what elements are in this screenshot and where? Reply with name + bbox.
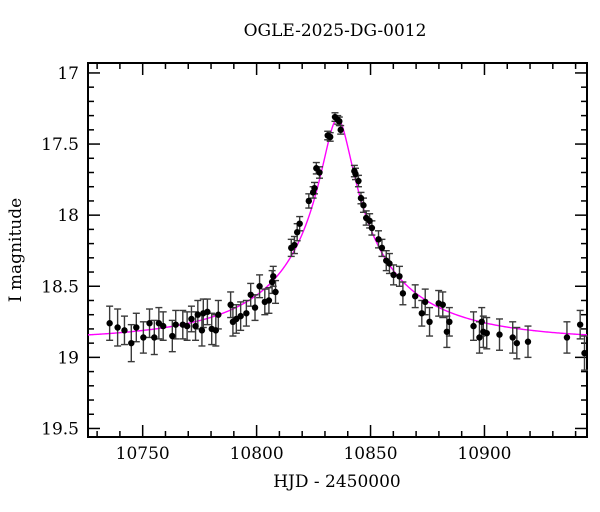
data-point xyxy=(509,334,516,341)
data-point xyxy=(316,169,323,176)
data-point xyxy=(151,334,158,341)
data-point xyxy=(446,318,453,326)
data-point xyxy=(204,308,211,316)
data-point xyxy=(368,224,376,232)
data-point xyxy=(296,220,303,227)
data-point xyxy=(563,334,571,341)
data-point xyxy=(305,197,312,205)
y-tick-label: 17.5 xyxy=(41,135,79,155)
data-point xyxy=(366,217,373,225)
data-point xyxy=(581,349,588,357)
data-point xyxy=(146,320,153,327)
data-point xyxy=(183,322,191,330)
data-point xyxy=(215,311,222,318)
data-point xyxy=(251,304,259,311)
chart-layer: 10750 10800 10850 10900 17 17.5 18 18.5 19 19.5 xyxy=(41,62,588,464)
data-point xyxy=(386,260,393,267)
data-point xyxy=(272,288,279,296)
data-point xyxy=(375,236,382,243)
data-point xyxy=(237,312,244,320)
data-point xyxy=(159,322,167,330)
data-point xyxy=(194,311,202,318)
data-points xyxy=(106,113,588,357)
data-point xyxy=(470,322,477,330)
data-point xyxy=(443,328,451,335)
data-point xyxy=(396,273,403,280)
x-tick-label: 10900 xyxy=(457,444,511,464)
x-tick-label: 10850 xyxy=(343,444,397,464)
data-point xyxy=(256,283,263,290)
y-tick-label: 19.5 xyxy=(41,419,79,439)
data-point xyxy=(291,241,298,249)
data-point xyxy=(336,118,343,125)
data-point xyxy=(128,339,135,347)
y-tick-label: 18.5 xyxy=(41,277,79,297)
data-point xyxy=(172,321,179,328)
data-point xyxy=(352,170,359,178)
data-point xyxy=(524,338,532,345)
error-bars xyxy=(106,112,588,371)
data-point xyxy=(355,177,362,185)
data-point xyxy=(357,194,365,202)
data-point xyxy=(418,310,426,317)
chart-title: OGLE-2025-DG-0012 xyxy=(244,21,427,41)
data-point xyxy=(411,293,419,300)
axis-ticks xyxy=(88,63,587,437)
y-tick-label: 18 xyxy=(57,206,79,226)
data-point xyxy=(390,271,397,279)
data-point xyxy=(378,244,386,252)
data-point xyxy=(169,332,176,340)
plot-frame xyxy=(87,62,588,438)
data-point xyxy=(133,324,140,331)
data-point xyxy=(483,329,490,337)
data-point xyxy=(399,290,407,297)
data-point xyxy=(106,320,113,327)
data-point xyxy=(426,318,433,326)
data-point xyxy=(422,298,429,306)
data-point xyxy=(198,327,206,334)
x-tick-label: 10800 xyxy=(230,444,284,464)
data-point xyxy=(270,273,277,280)
data-point xyxy=(227,301,234,308)
data-point xyxy=(311,184,318,192)
data-point xyxy=(247,291,254,298)
data-point xyxy=(337,126,344,134)
data-point xyxy=(476,334,483,341)
data-point xyxy=(192,322,199,330)
data-point xyxy=(439,301,446,308)
data-point xyxy=(513,339,521,347)
data-point xyxy=(140,334,147,341)
x-axis-label: HJD - 2450000 xyxy=(273,472,401,492)
data-point xyxy=(478,318,485,326)
data-point xyxy=(121,327,128,334)
x-tick-label: 10750 xyxy=(116,444,170,464)
data-point xyxy=(265,297,273,304)
y-tick-label: 19 xyxy=(57,348,79,368)
data-point xyxy=(114,324,121,331)
model-curve xyxy=(87,118,588,336)
data-point xyxy=(496,331,503,338)
data-point xyxy=(268,278,276,286)
data-point xyxy=(293,229,301,236)
data-point xyxy=(188,315,195,323)
data-point xyxy=(327,133,334,141)
data-point xyxy=(212,327,220,334)
y-tick-label: 17 xyxy=(57,64,79,84)
y-axis-label: I magnitude xyxy=(6,198,26,302)
data-point xyxy=(360,202,367,209)
data-point xyxy=(576,321,584,328)
data-point xyxy=(243,310,250,317)
